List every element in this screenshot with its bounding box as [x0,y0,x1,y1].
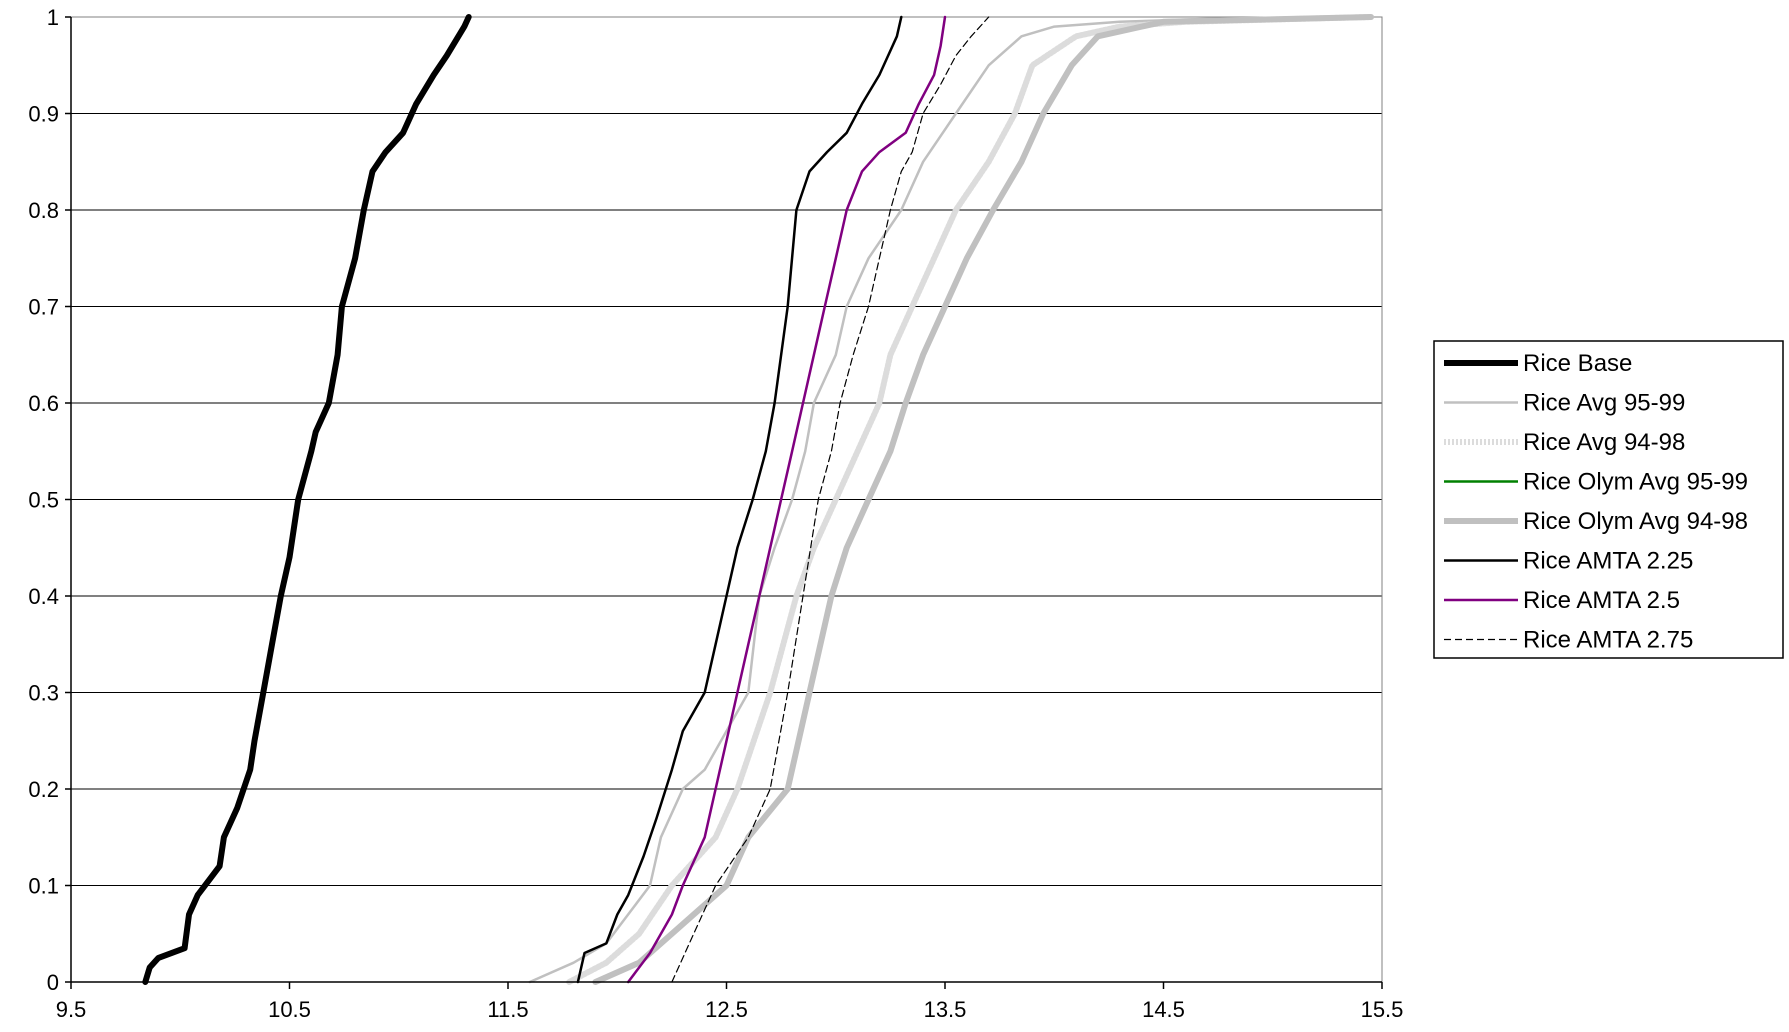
series-line-2 [566,14,1375,985]
series-line-4 [592,14,1375,985]
series-line-1 [528,15,1373,984]
y-tick-label-1: 0.1 [28,874,59,899]
y-tick-label-9: 0.9 [28,102,59,127]
x-tick-label-5: 14.5 [1142,997,1185,1022]
legend-label-4: Rice Olym Avg 94-98 [1523,508,1748,535]
y-tick-label-6: 0.6 [28,391,59,416]
legend-label-1: Rice Avg 95-99 [1523,390,1685,417]
x-tick-label-0: 9.5 [56,997,87,1022]
legend-label-6: Rice AMTA 2.5 [1523,587,1680,614]
legend-label-5: Rice AMTA 2.25 [1523,548,1693,575]
y-tick-label-2: 0.2 [28,777,59,802]
legend-items: Rice Base Rice Avg 95-99 Rice Avg 94-98 Ric… [1444,350,1748,654]
legend-box [1433,340,1784,659]
legend: Rice Base Rice Avg 95-99 Rice Avg 94-98 Ric… [1433,340,1784,659]
x-axis: 9.5 10.5 11.5 12.5 13.5 14.5 15.5 [56,981,1404,1022]
legend-label-2: Rice Avg 94-98 [1523,429,1685,456]
gridlines [71,113,1382,886]
y-tick-label-8: 0.8 [28,198,59,223]
series-line-5 [576,15,903,984]
y-tick-label-0: 0 [47,970,59,995]
y-tick-label-3: 0.3 [28,681,59,706]
x-tick-label-3: 12.5 [705,997,748,1022]
legend-label-0: Rice Base [1523,350,1632,377]
series-layer [142,14,1375,985]
series-line-7 [671,16,990,983]
y-tick-label-10: 1 [47,5,59,30]
y-tick-label-7: 0.7 [28,295,59,320]
x-tick-label-4: 13.5 [924,997,967,1022]
series-line-6 [626,15,947,984]
y-axis: 0 0.1 0.2 0.3 0.4 0.5 0.6 0.7 0.8 0.9 1 [28,5,72,995]
series-line-0 [142,14,472,985]
legend-label-7: Rice AMTA 2.75 [1523,627,1693,654]
x-tick-label-2: 11.5 [487,997,528,1022]
legend-label-3: Rice Olym Avg 95-99 [1523,469,1748,496]
y-tick-label-5: 0.5 [28,488,59,513]
x-tick-label-6: 15.5 [1361,997,1404,1022]
x-tick-label-1: 10.5 [268,997,311,1022]
y-tick-label-4: 0.4 [28,584,59,609]
